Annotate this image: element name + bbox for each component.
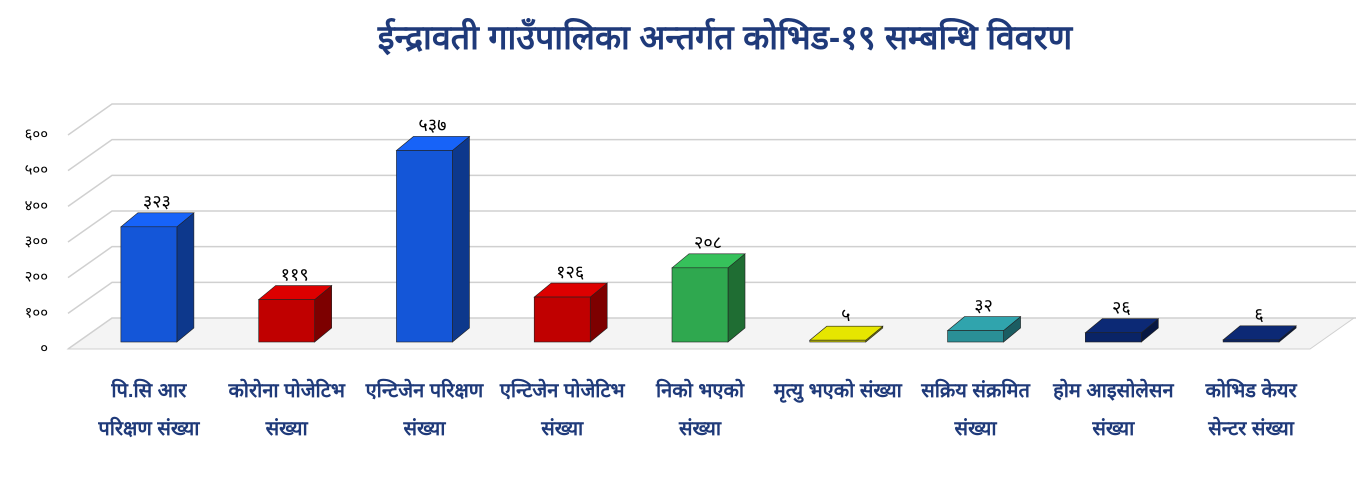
y-tick-label: ४००	[25, 197, 48, 214]
y-tick-label: ५००	[25, 162, 48, 179]
grid-line	[67, 138, 1356, 172]
x-tick-label: एन्टिजेन परिक्षण संख्या	[365, 380, 484, 440]
value-label: ५३७	[418, 115, 446, 135]
bar	[120, 226, 178, 343]
bar	[947, 330, 1004, 343]
bar-side	[727, 253, 746, 343]
y-tick-label: ६००	[25, 126, 48, 143]
x-tick-label: सक्रिय संक्रमित संख्या	[921, 380, 1030, 440]
grid-line	[67, 245, 1356, 279]
chart-title: ईन्द्रावती गाउँपालिका अन्तर्गत कोभिड-१९ …	[377, 17, 1074, 57]
bar-side	[176, 212, 195, 343]
grid-line	[67, 103, 1356, 136]
bar	[1085, 332, 1142, 343]
y-tick-label: २००	[25, 269, 48, 286]
x-tick-label: होम आइसोलेसन संख्या	[1053, 380, 1174, 440]
grid-line	[67, 174, 1356, 207]
value-label: ३२३	[143, 192, 171, 212]
value-label: ३२	[974, 295, 993, 315]
value-label: ५	[841, 305, 850, 325]
bar-side	[452, 135, 470, 343]
x-tick-label: मृत्यु भएको संख्या	[773, 380, 902, 402]
value-label: ११९	[281, 264, 309, 284]
y-tick-label: ३००	[25, 233, 48, 250]
y-tick-label: १००	[25, 304, 48, 321]
bar	[671, 267, 729, 343]
grid-line	[67, 281, 1356, 314]
y-tick-label: ०	[40, 340, 48, 357]
value-label: १२६	[556, 262, 584, 282]
bar	[809, 339, 867, 343]
x-tick-label: एन्टिजेन पोजेटिभ संख्या	[499, 380, 625, 440]
value-label: २६	[1112, 297, 1131, 317]
x-tick-label: निको भएको संख्या	[655, 380, 745, 440]
bar	[258, 299, 315, 343]
grid-line	[67, 317, 1356, 350]
value-label: २०८	[694, 233, 722, 253]
bar	[396, 150, 453, 343]
grid-line	[67, 210, 1356, 243]
bar	[533, 296, 591, 343]
x-tick-label: पि.सि आर परिक्षण संख्या	[98, 380, 200, 440]
x-tick-label: कोभिड केयर सेन्टर संख्या	[1205, 380, 1297, 440]
value-label: ६	[1254, 305, 1263, 325]
bar	[1222, 339, 1280, 343]
x-tick-label: कोरोना पोजेटिभ संख्या	[228, 380, 345, 440]
